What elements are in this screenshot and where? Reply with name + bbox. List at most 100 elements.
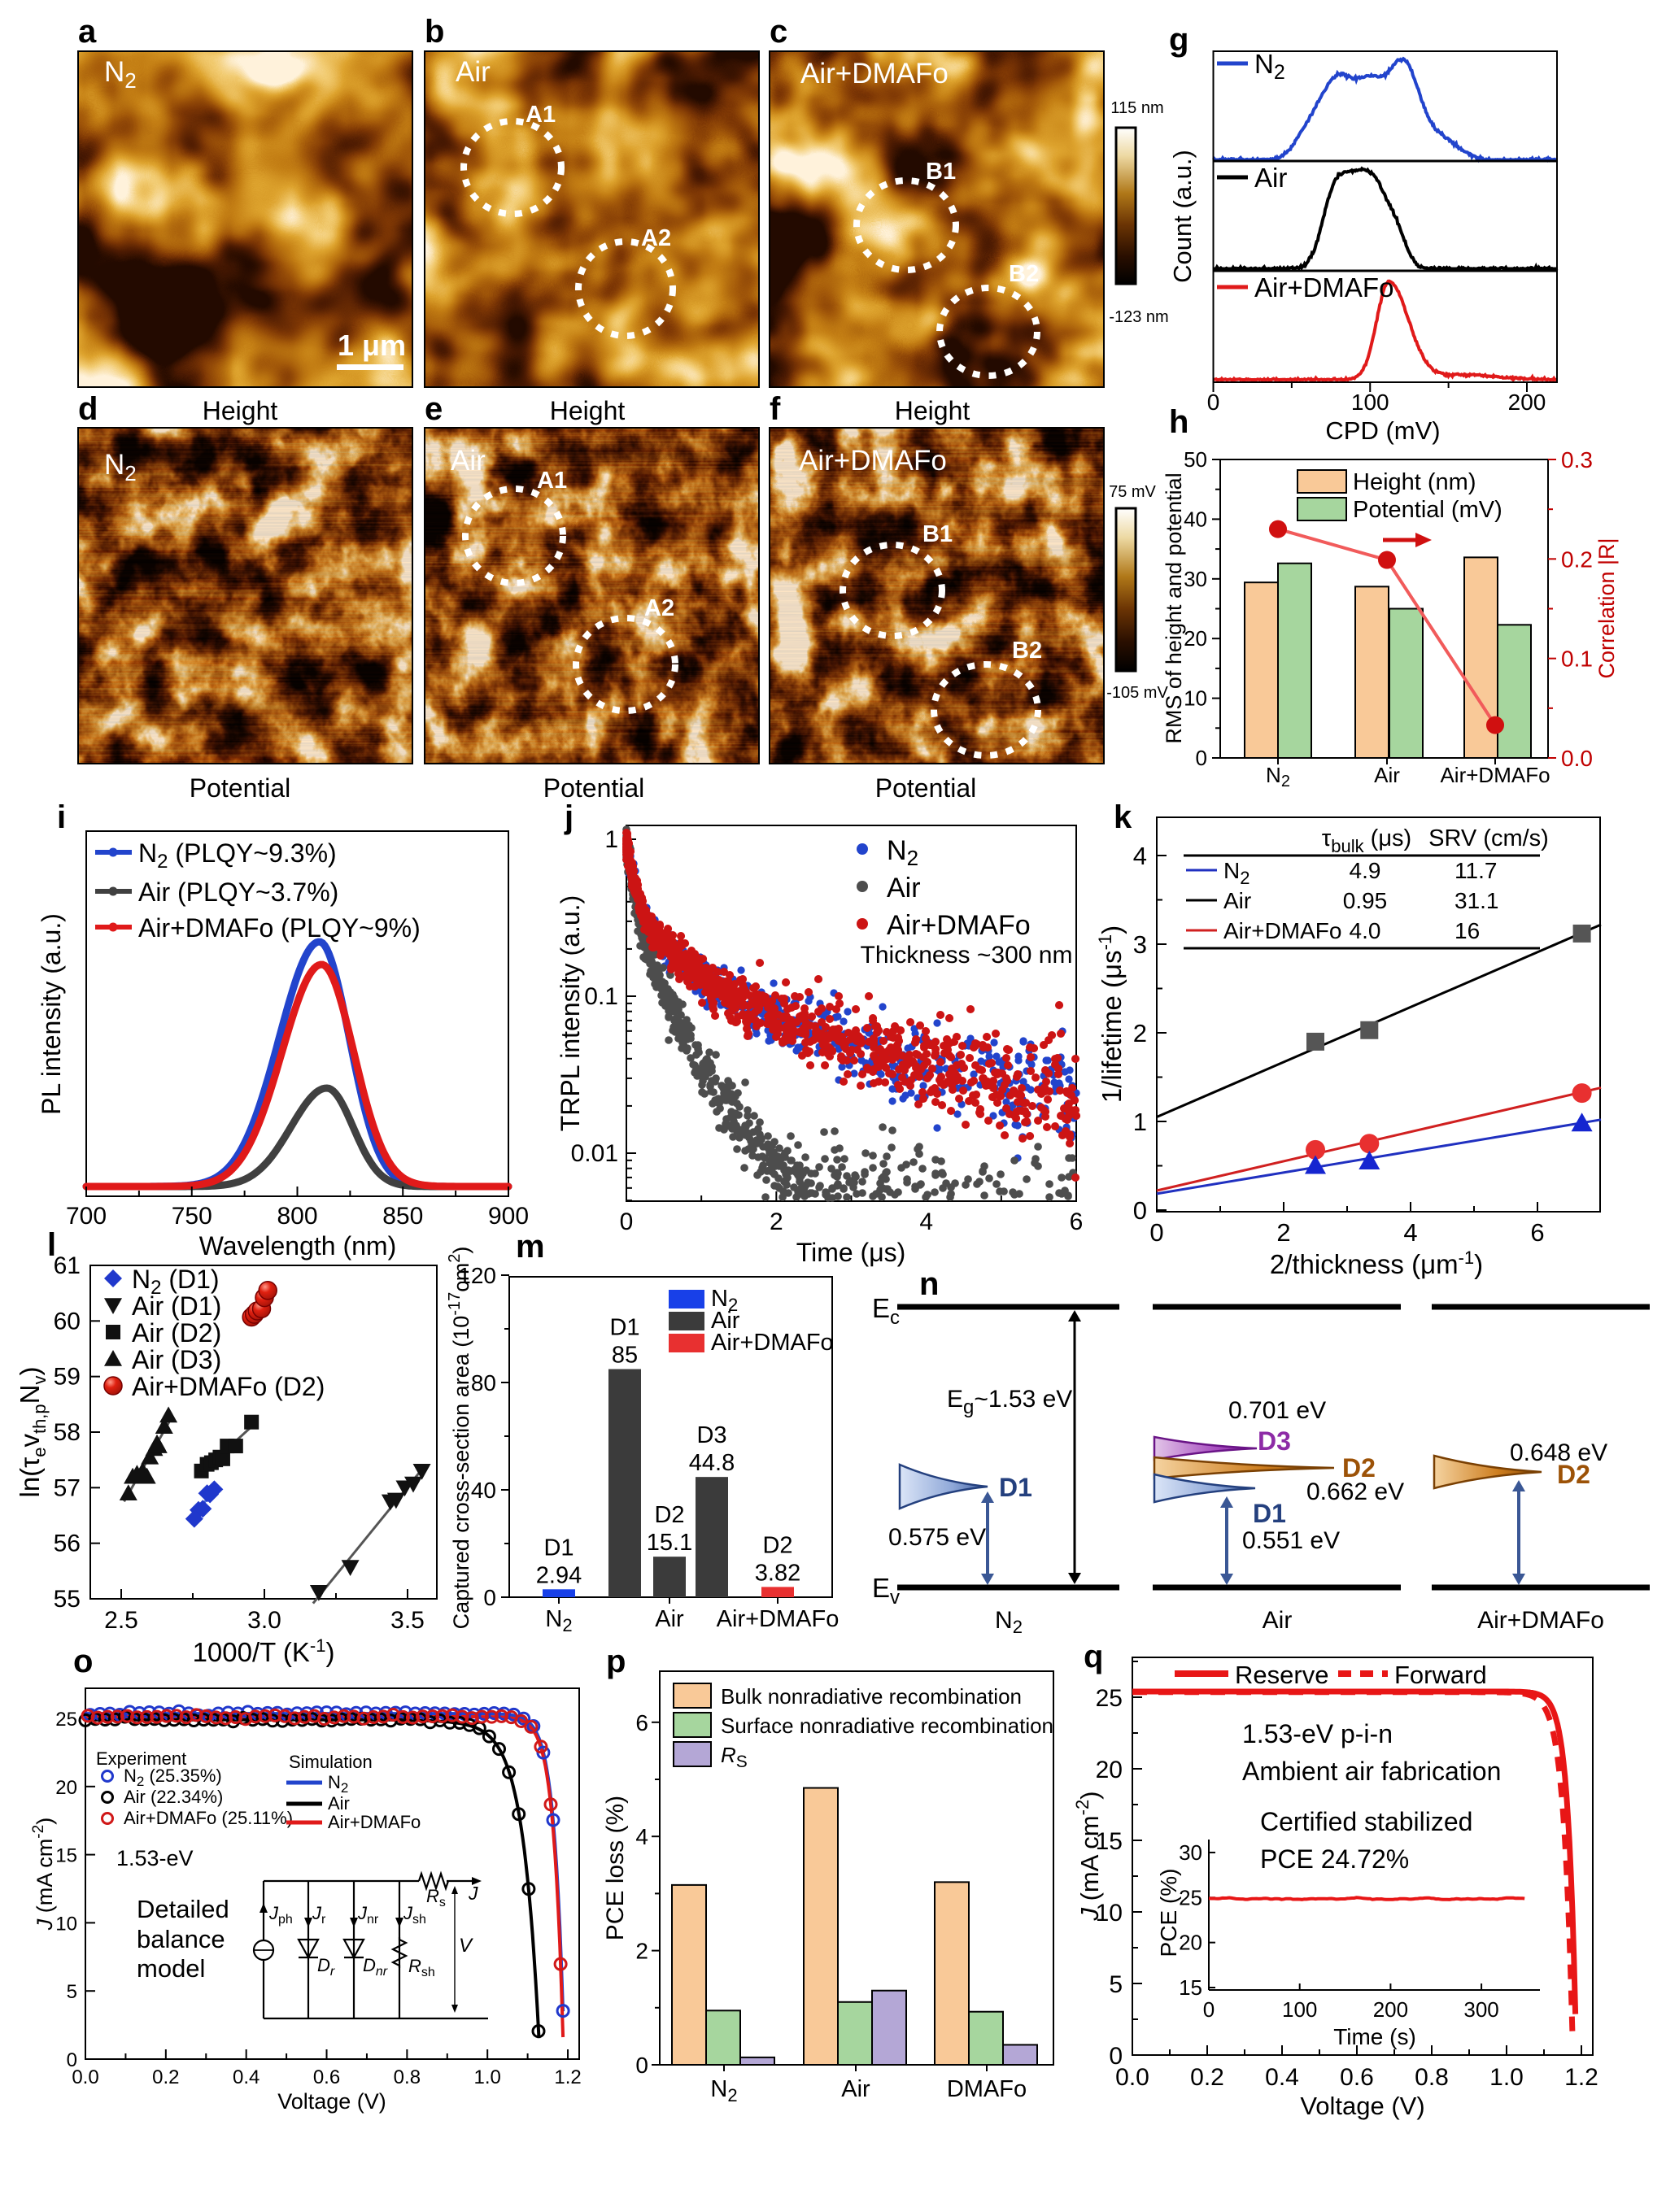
svg-text:3: 3 [1133,930,1147,959]
svg-text:Air: Air [655,1606,684,1632]
svg-text:0.6: 0.6 [313,2066,340,2088]
svg-text:85: 85 [612,1343,638,1369]
svg-text:0: 0 [483,1585,496,1610]
svg-text:A2: A2 [644,595,674,621]
svg-text:100: 100 [1282,1997,1317,2022]
svg-text:2/thickness (μm-1): 2/thickness (μm-1) [1270,1248,1483,1279]
svg-text:Air (PLQY~3.7%): Air (PLQY~3.7%) [138,877,338,907]
svg-text:0: 0 [1133,1196,1147,1225]
svg-text:TRPL intensity (a.u.): TRPL intensity (a.u.) [556,895,585,1131]
svg-text:60: 60 [54,1308,81,1335]
svg-text:0.01: 0.01 [571,1140,618,1167]
svg-text:1.2: 1.2 [1564,2064,1598,2091]
svg-text:Rsh: Rsh [408,1956,435,1979]
svg-text:40: 40 [471,1478,496,1503]
svg-text:N2 (PLQY~9.3%): N2 (PLQY~9.3%) [138,838,337,873]
svg-text:Count (a.u.): Count (a.u.) [1168,150,1197,283]
svg-text:f: f [770,391,781,427]
svg-text:20: 20 [1184,626,1207,651]
svg-text:0: 0 [1203,1997,1215,2022]
svg-text:Time (μs): Time (μs) [796,1238,906,1267]
svg-text:Air+DMAFo: Air+DMAFo [800,58,949,89]
svg-text:1.2: 1.2 [554,2066,581,2088]
svg-text:800: 800 [277,1203,317,1230]
svg-text:Reserve: Reserve [1235,1661,1328,1689]
svg-text:b: b [425,14,444,50]
svg-text:4: 4 [919,1208,933,1235]
svg-text:2: 2 [770,1208,783,1235]
svg-text:Experiment: Experiment [96,1748,186,1769]
svg-text:20: 20 [1179,1931,1202,1955]
svg-text:Correlation |R|: Correlation |R| [1594,538,1619,678]
svg-text:Detailed: Detailed [137,1895,229,1923]
svg-text:Height: Height [895,396,970,425]
svg-text:10: 10 [1096,1900,1123,1927]
svg-text:0: 0 [620,1208,634,1235]
svg-text:Air+DMAFo: Air+DMAFo [328,1812,421,1832]
svg-text:5: 5 [1109,1971,1123,1998]
svg-text:g: g [1169,22,1188,58]
svg-text:Air+DMAFo: Air+DMAFo [799,445,947,477]
svg-text:0: 0 [1196,746,1207,770]
svg-text:N2 (D1): N2 (D1) [132,1265,220,1299]
svg-text:2: 2 [635,1939,648,1964]
svg-text:Height: Height [550,396,626,425]
svg-text:700: 700 [66,1203,107,1230]
svg-text:0: 0 [635,2053,648,2078]
svg-text:2.5: 2.5 [104,1607,138,1634]
svg-text:1.0: 1.0 [474,2066,501,2088]
svg-text:Air (22.34%): Air (22.34%) [124,1787,223,1807]
svg-text:PL intensity (a.u.): PL intensity (a.u.) [37,913,66,1115]
svg-text:p: p [606,1644,626,1679]
svg-text:RS: RS [721,1743,748,1771]
svg-text:0.4: 0.4 [1265,2064,1299,2091]
svg-text:200: 200 [1508,390,1546,415]
svg-text:o: o [73,1644,93,1679]
svg-text:4: 4 [1403,1218,1417,1247]
svg-text:Thickness ~300 nm: Thickness ~300 nm [861,942,1073,969]
svg-text:q: q [1084,1639,1103,1674]
svg-text:1: 1 [1133,1108,1147,1136]
svg-text:RMS of height and potential: RMS of height and potential [1162,472,1186,743]
svg-text:Air+DMAFo: Air+DMAFo [1223,918,1341,943]
svg-text:Potential (mV): Potential (mV) [1353,497,1502,523]
svg-text:0: 0 [1207,390,1220,415]
svg-text:30: 30 [1179,1840,1202,1865]
svg-text:15: 15 [1096,1828,1123,1855]
svg-text:Air (D1): Air (D1) [132,1291,221,1321]
svg-text:25: 25 [1179,1885,1202,1909]
svg-text:0.2: 0.2 [1561,546,1593,572]
svg-text:2.94: 2.94 [536,1562,582,1588]
svg-text:0.575 eV: 0.575 eV [888,1524,986,1551]
svg-text:Air: Air [451,445,486,477]
svg-text:B2: B2 [1009,261,1039,287]
svg-text:2: 2 [1133,1019,1147,1047]
svg-text:N2: N2 [104,56,137,93]
svg-text:120: 120 [458,1263,496,1288]
svg-text:0.1: 0.1 [1561,647,1593,672]
svg-text:D2: D2 [762,1532,792,1558]
svg-text:0: 0 [1149,1218,1163,1247]
svg-text:115 nm: 115 nm [1110,99,1163,117]
svg-text:Air+DMAFo (25.11%): Air+DMAFo (25.11%) [124,1808,293,1828]
svg-text:Certified stabilized: Certified stabilized [1260,1807,1472,1836]
svg-text:e: e [425,391,443,427]
svg-text:59: 59 [54,1364,81,1391]
svg-text:k: k [1114,799,1132,835]
svg-text:31.1: 31.1 [1454,888,1499,913]
svg-text:Air+DMAFo: Air+DMAFo [1254,272,1393,303]
svg-text:0.551 eV: 0.551 eV [1242,1527,1340,1554]
svg-text:Jr: Jr [312,1903,326,1927]
svg-text:1 μm: 1 μm [338,329,406,362]
svg-text:4: 4 [1133,842,1147,870]
svg-text:ln(τevth,pNv): ln(τevth,pNv) [15,1366,50,1497]
svg-text:-105 mV: -105 mV [1106,684,1168,702]
svg-text:300: 300 [1463,1997,1498,2022]
svg-text:n: n [919,1266,939,1302]
svg-text:900: 900 [488,1203,529,1230]
svg-text:750: 750 [172,1203,212,1230]
svg-text:11.7: 11.7 [1454,858,1497,883]
svg-text:15: 15 [55,1845,77,1867]
svg-text:Height (nm): Height (nm) [1353,469,1476,495]
svg-text:Air (D3): Air (D3) [132,1345,221,1374]
